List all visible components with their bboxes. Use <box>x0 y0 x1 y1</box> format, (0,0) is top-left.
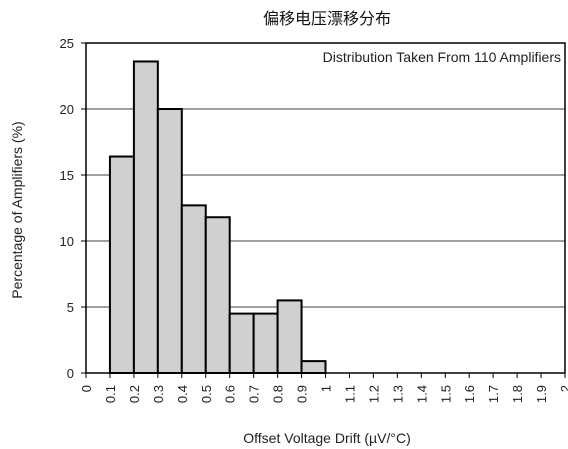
bars <box>108 60 327 375</box>
x-tick-label: 0.2 <box>127 385 142 403</box>
y-tick-label: 10 <box>60 234 74 249</box>
y-tick-label: 5 <box>67 300 74 315</box>
x-tick-label: 0.8 <box>271 385 286 403</box>
x-tick-label: 0.3 <box>151 385 166 403</box>
x-tick-label: 0.9 <box>295 385 310 403</box>
x-tick-label: 0.4 <box>175 385 190 403</box>
x-tick-label: 1.4 <box>414 385 429 403</box>
bar <box>108 155 135 374</box>
bar <box>156 108 183 374</box>
x-tick-label: 1.1 <box>342 385 357 403</box>
y-tick-label: 0 <box>67 366 74 381</box>
x-tick-label: 1.2 <box>366 385 381 403</box>
x-tick-label: 2 <box>558 385 568 392</box>
y-axis-label: Percentage of Amplifiers (%) <box>9 121 25 298</box>
x-tick-label: 0.7 <box>247 385 262 403</box>
x-tick-label: 0.1 <box>103 385 118 403</box>
bar <box>132 60 159 374</box>
annotation-text: Distribution Taken From 110 Amplifiers <box>323 49 561 65</box>
y-tick-label: 25 <box>60 36 74 51</box>
y-tick-label: 15 <box>60 168 74 183</box>
bar <box>300 360 327 374</box>
bar <box>252 312 279 375</box>
x-tick-label: 1.3 <box>390 385 405 403</box>
x-ticks: 0 0.1 0.2 0.3 0.4 0.5 0.6 0.7 0.8 0.9 1 1.1 1.2 1.3 1.… <box>79 373 568 403</box>
chart-title: 偏移电压漂移分布 <box>263 9 391 28</box>
x-tick-label: 0 <box>79 385 94 392</box>
bar <box>276 299 303 374</box>
x-tick-label: 1.9 <box>534 385 549 403</box>
x-tick-label: 1.6 <box>462 385 477 403</box>
bar <box>180 204 207 374</box>
bar <box>228 312 255 375</box>
x-tick-label: 1 <box>319 385 334 392</box>
x-axis-label: Offset Voltage Drift (µV/°C) <box>243 430 410 446</box>
x-tick-label: 1.7 <box>486 385 501 403</box>
x-tick-label: 1.5 <box>438 385 453 403</box>
y-ticks: 0 5 10 15 20 25 <box>60 36 86 381</box>
bar <box>204 216 231 374</box>
x-tick-label: 0.5 <box>199 385 214 403</box>
x-tick-label: 0.6 <box>223 385 238 403</box>
y-tick-label: 20 <box>60 102 74 117</box>
x-tick-label: 1.8 <box>510 385 525 403</box>
